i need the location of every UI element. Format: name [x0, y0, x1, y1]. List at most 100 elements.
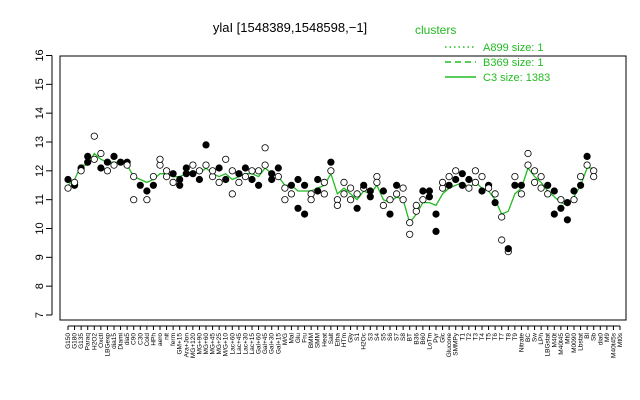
x-tick-label: T8	[505, 333, 512, 341]
x-tick-label: Diami	[118, 333, 125, 350]
x-tick-label: MG+45	[210, 333, 217, 355]
x-tick-label: SMM	[315, 333, 322, 348]
data-point	[268, 175, 276, 184]
y-tick-label: 12	[34, 165, 46, 177]
y-tick-label: 8	[34, 283, 46, 289]
data-point	[281, 196, 289, 204]
data-point	[287, 190, 295, 198]
data-point	[432, 227, 440, 235]
data-point	[471, 178, 479, 186]
data-point	[399, 184, 407, 192]
data-point	[261, 144, 269, 152]
data-point	[97, 149, 105, 158]
data-point	[274, 173, 282, 181]
x-tick-label: Mt0s	[617, 332, 624, 347]
data-point	[314, 187, 322, 195]
data-point	[353, 204, 361, 212]
data-point	[537, 184, 545, 192]
data-point	[511, 181, 519, 189]
x-tick-label: H2Oc	[361, 332, 368, 349]
data-point	[228, 167, 236, 175]
data-point	[195, 175, 203, 184]
data-point	[583, 152, 591, 160]
data-point	[300, 181, 309, 189]
data-point	[241, 164, 249, 172]
data-point	[274, 164, 282, 172]
y-tick-label: 11	[34, 194, 46, 205]
y-tick-label: 9	[34, 254, 46, 260]
data-point	[149, 173, 157, 181]
data-point	[300, 210, 309, 218]
data-point	[169, 170, 177, 178]
x-tick-label: B60	[420, 333, 427, 345]
legend-title: clusters	[415, 23, 456, 37]
data-point	[373, 178, 381, 186]
data-point	[281, 184, 289, 192]
x-tick-label: Sw	[532, 333, 539, 342]
data-point	[189, 170, 197, 178]
data-point	[333, 201, 341, 209]
data-point	[432, 210, 440, 218]
data-point	[353, 190, 361, 198]
x-tick-label: BT	[407, 333, 414, 341]
legend-entry-c3: C3 size: 1383	[483, 72, 550, 84]
x-tick-label: S5	[380, 333, 387, 341]
x-tick-label: M0090	[571, 333, 578, 353]
data-point	[248, 175, 256, 184]
x-tick-label: Mt0	[564, 333, 571, 344]
x-tick-label: S3	[367, 333, 374, 341]
x-tick-label: Lac+15	[249, 333, 256, 355]
x-tick-label: Lbstat	[578, 333, 585, 351]
data-point	[156, 155, 164, 163]
data-point	[557, 196, 565, 204]
data-point	[445, 181, 453, 189]
legend-entry-b369: B369 size: 1	[483, 57, 544, 69]
data-point	[346, 184, 355, 192]
data-point	[544, 190, 552, 198]
data-point	[557, 204, 565, 212]
data-point	[327, 167, 335, 175]
x-tick-label: Bl	[584, 332, 591, 338]
x-tick-label: G180	[72, 333, 79, 349]
data-point	[530, 167, 539, 175]
x-tick-label: Glu	[295, 333, 302, 344]
data-point	[465, 184, 473, 192]
data-point	[392, 190, 401, 198]
x-tick-label: H2O2	[91, 333, 98, 350]
data-point	[136, 181, 144, 189]
x-tick-label: S8	[400, 333, 407, 341]
x-tick-label: Sb	[591, 333, 598, 341]
data-point	[320, 190, 328, 198]
data-point	[235, 170, 243, 178]
x-tick-label: Gal+60	[256, 333, 263, 355]
data-point	[590, 173, 598, 181]
chart-title: ylaI [1548389,1548598,−1]	[213, 20, 367, 35]
x-tick-label: C90	[131, 333, 138, 345]
data-point	[340, 190, 348, 198]
x-tick-label: Pyr	[433, 332, 440, 343]
data-point	[517, 190, 526, 198]
x-tick-label: Cold	[144, 333, 151, 347]
data-point	[478, 173, 486, 181]
data-point	[360, 181, 368, 189]
data-point	[215, 164, 223, 172]
data-point	[452, 175, 460, 184]
data-point	[412, 201, 420, 209]
data-point	[504, 245, 512, 253]
x-tick-label: S6	[387, 333, 394, 341]
x-tick-label: MG+90	[196, 333, 203, 355]
data-point	[517, 181, 526, 189]
data-point	[471, 167, 479, 175]
x-tick-label: Mal	[288, 332, 295, 343]
x-tick-label: Lac+30	[242, 333, 249, 355]
data-point	[71, 178, 79, 186]
data-point	[241, 173, 249, 181]
data-point	[530, 178, 539, 186]
data-point	[524, 149, 532, 158]
data-point	[452, 167, 460, 175]
x-tick-label: BMM	[308, 333, 315, 348]
x-tick-label: T1	[459, 333, 466, 341]
data-point	[563, 199, 572, 207]
x-tick-label: T9	[512, 333, 519, 341]
